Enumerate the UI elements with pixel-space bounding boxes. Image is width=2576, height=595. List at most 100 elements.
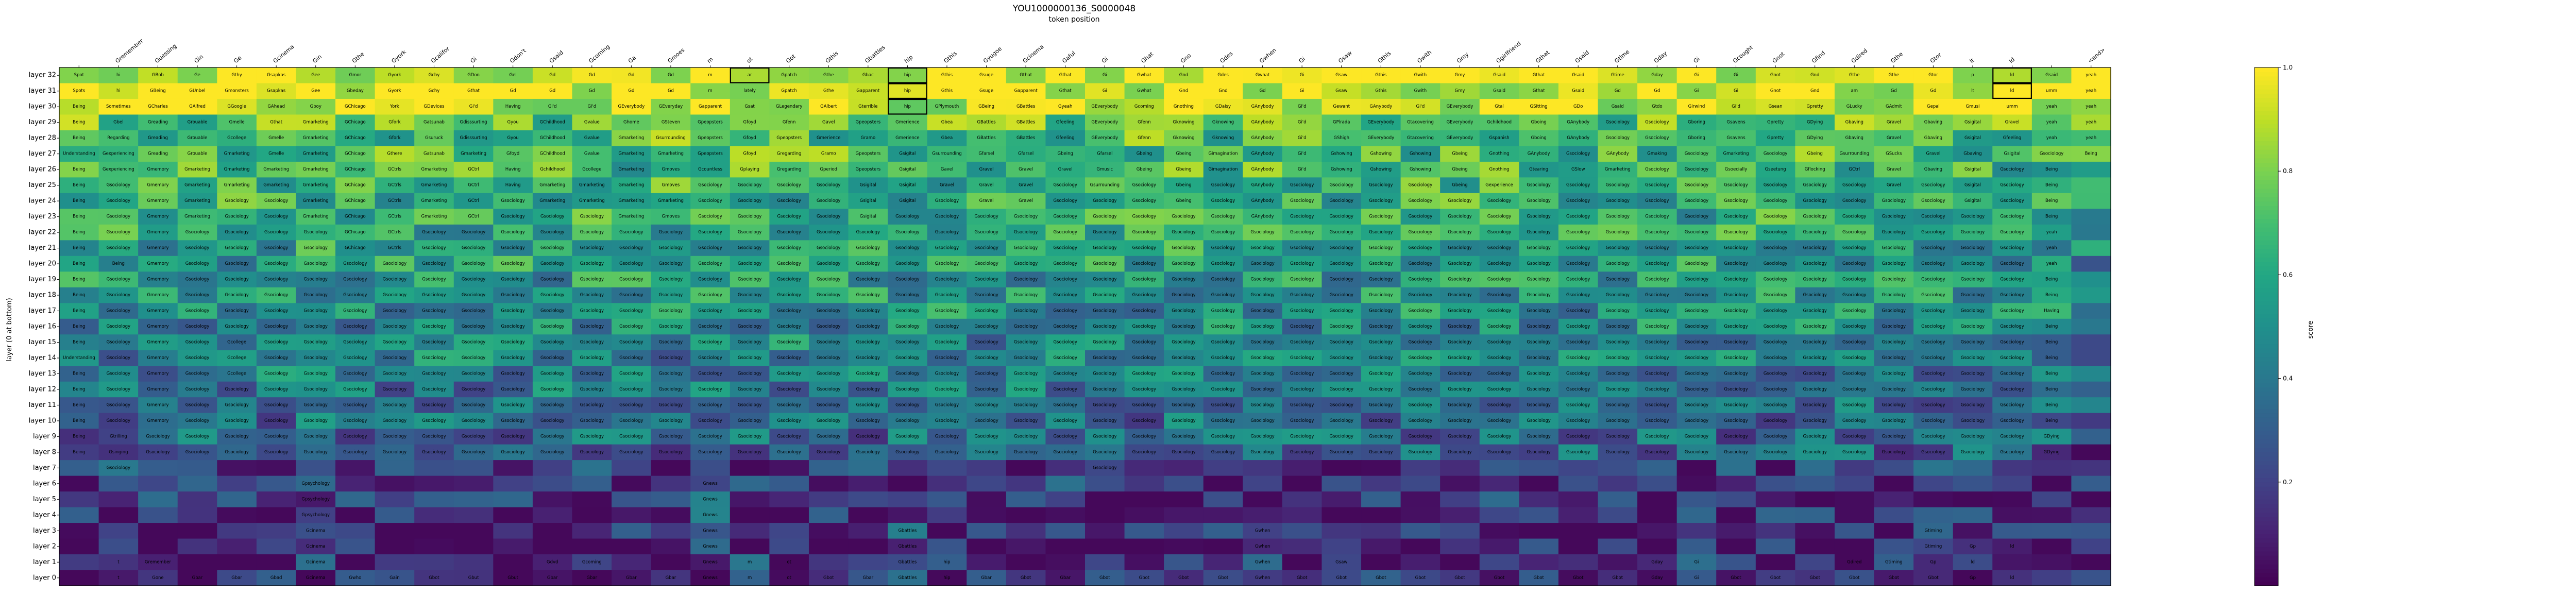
heatmap-cell: [1045, 209, 1086, 225]
heatmap-cell: [177, 256, 217, 272]
cell-label: GAnybody: [1251, 135, 1274, 141]
heatmap-cell: [217, 256, 257, 272]
cell-label: Gmelle: [229, 120, 245, 125]
cell-label: Gsociology: [1132, 371, 1156, 376]
heatmap-cell: [1124, 193, 1164, 209]
cell-label: yeah: [2086, 135, 2096, 141]
cell-label: Gsociology: [1409, 324, 1432, 329]
cell-label: Gsociology: [1093, 465, 1116, 470]
cell-label: Gsociology: [856, 339, 880, 345]
heatmap-cell: [1913, 491, 1954, 508]
heatmap-cell: [927, 538, 967, 555]
heatmap-cell: [808, 209, 849, 225]
heatmap-cell: [572, 507, 612, 523]
heatmap-cell: [1598, 538, 1638, 555]
heatmap-cell: [98, 287, 139, 303]
x-tick-label: Gthis: [1377, 50, 1392, 65]
cell-label: GPlrada: [1333, 120, 1350, 125]
heatmap-cell: [1953, 130, 1993, 146]
cell-label: umm: [2046, 89, 2057, 94]
cell-label: Gsociology: [1132, 309, 1156, 314]
heatmap-cell: [1637, 240, 1677, 257]
heatmap-cell: [1361, 98, 1401, 115]
cell-label: Gsociology: [540, 339, 564, 345]
cell-label: Gsociology: [659, 324, 683, 329]
cell-label: Gi: [1734, 89, 1738, 94]
cell-label: Gsociology: [540, 371, 564, 376]
cell-label: Gsociology: [1448, 402, 1471, 407]
heatmap-cell: [1361, 67, 1401, 83]
cell-label: Grouable: [188, 135, 208, 141]
cell-label: yeah: [2046, 246, 2057, 251]
heatmap-cell: [59, 83, 99, 99]
cell-label: Gsociology: [462, 371, 485, 376]
cell-label: Gsociology: [422, 261, 446, 266]
cell-label: Gsociology: [501, 418, 524, 423]
cell-label: Gsociology: [343, 450, 367, 455]
cell-label: Gd: [1615, 89, 1621, 94]
cell-label: Gsaw: [1335, 73, 1347, 78]
cell-label: Gel: [510, 73, 517, 78]
cell-label: Gsociology: [304, 324, 328, 329]
x-tick-label: ot: [745, 56, 754, 64]
heatmap-cell: [967, 271, 1007, 288]
heatmap-cell: [1400, 146, 1440, 162]
cell-label: Gmusi: [1965, 104, 1979, 109]
heatmap-cell: [98, 114, 139, 131]
cell-label: Gsociology: [304, 402, 328, 407]
heatmap-cell: [1164, 130, 1204, 146]
heatmap-cell: [1953, 209, 1993, 225]
heatmap-cell: [1913, 98, 1954, 115]
heatmap-cell: [1874, 491, 1914, 508]
heatmap-cell: [888, 161, 928, 178]
cell-label: Gsociology: [1487, 450, 1511, 455]
heatmap-cell: [1203, 475, 1243, 492]
heatmap-cell: [414, 83, 454, 99]
heatmap-cell: [1045, 491, 1086, 508]
cell-label: Gbar: [666, 575, 676, 581]
cell-label: Gsociology: [1566, 371, 1590, 376]
colorbar-segment: [2255, 421, 2278, 427]
cell-label: Gsociology: [1606, 309, 1630, 314]
heatmap-cell: [1282, 130, 1322, 146]
cell-label: Gsociology: [974, 246, 998, 251]
heatmap-cell: [730, 256, 770, 272]
heatmap-cell: [1164, 67, 1204, 83]
heatmap-cell: [730, 475, 770, 492]
heatmap-cell: [808, 523, 849, 539]
cell-label: Gsociology: [817, 277, 840, 282]
cell-label: Gexperiencing: [103, 167, 134, 172]
heatmap-cell: [730, 240, 770, 257]
cell-label: Gravel: [1019, 198, 1033, 203]
heatmap-cell: [1479, 98, 1519, 115]
cell-label: Gsigital: [860, 198, 876, 203]
cell-label: Gp: [1970, 544, 1976, 549]
cell-label: Gsociology: [1566, 450, 1590, 455]
cell-label: Gsociology: [1409, 183, 1432, 188]
cell-label: Gmemory: [147, 371, 168, 376]
heatmap-cell: [730, 114, 770, 131]
heatmap-cell: [493, 146, 533, 162]
heatmap-cell: [335, 475, 376, 492]
cell-label: GChicago: [345, 214, 366, 219]
cell-label: Gsociology: [540, 387, 564, 392]
cell-label: Gnd: [1810, 73, 1819, 78]
heatmap-cell: [177, 224, 217, 241]
cell-label: lt: [1971, 89, 1974, 94]
cell-label: Gsociology: [1685, 309, 1708, 314]
heatmap-cell: [1164, 554, 1204, 571]
cell-label: Gsociology: [225, 198, 248, 203]
heatmap-cell: [1834, 114, 1875, 131]
heatmap-cell: [1124, 130, 1164, 146]
y-tick-label: layer 15: [29, 338, 56, 346]
heatmap-cell: [1519, 491, 1559, 508]
cell-label: Gsociology: [1053, 355, 1077, 361]
heatmap-cell: [335, 177, 376, 194]
heatmap-cell: [532, 209, 572, 225]
y-tick-label: layer 0: [33, 574, 56, 582]
cell-label: Gsociology: [146, 434, 170, 439]
cell-label: Being: [73, 339, 85, 345]
cell-label: Gsociology: [659, 402, 683, 407]
cell-label: Gthy: [231, 73, 242, 78]
cell-label: Gsociology: [738, 183, 761, 188]
